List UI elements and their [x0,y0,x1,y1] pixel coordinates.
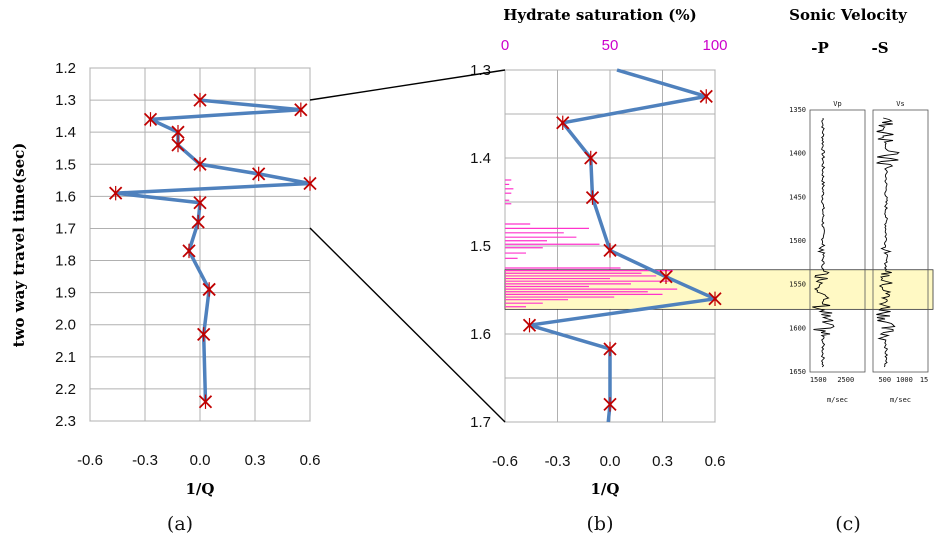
panel-a-marker [109,185,123,201]
panel-c-track-label: Vs [896,100,904,108]
panel-b-ytick: 1.6 [470,326,491,343]
panel-a-ytick: 1.8 [55,253,76,270]
panel-a-xtick: -0.3 [132,452,158,469]
panel-a-xtick: -0.6 [77,452,103,469]
panel-b-marker [584,150,598,166]
panel-a-marker [294,102,308,117]
panel-a-ytick: 1.6 [55,188,76,205]
panel-c-xtick: 1000 [896,376,913,384]
panel-c-ytick: 1450 [789,193,806,201]
panel-a-marker [197,327,211,342]
panel-b-marker [556,115,570,130]
panel-c-track-frame [872,109,929,373]
panel-c-title: Sonic Velocity [789,6,908,24]
panel-b-ytick: 1.4 [470,150,491,167]
panel-a-marker [303,176,317,191]
panel-b-marker [522,318,537,333]
connector-bottom [309,227,506,423]
panel-captions: (a) (b) (c) [167,513,861,535]
panel-c-ytick: 1550 [789,281,806,289]
panel-b-marker [585,190,600,205]
panel-a-marker [193,92,207,108]
panel-a-xtick: 0.6 [300,452,321,469]
panel-a-ytick: 1.2 [55,60,76,77]
panel-c-vs-trace [876,117,900,368]
panel-c-sonic-velocity: Sonic Velocity -P Vp 1500 2500 m/sec -S Vs 500 10… [789,6,929,404]
panel-b-xlabel: 1/Q [591,480,620,498]
panel-c-header: -S [871,39,888,57]
panel-c-track-label: Vp [833,100,841,108]
panel-a-marker [143,112,158,127]
panel-b-series-line [527,68,717,423]
panel-b-marker [603,243,617,258]
panel-c-xtick: 15 [920,376,928,384]
panel-b-xtick: -0.6 [492,453,518,470]
panel-a-ytick: 1.3 [55,92,76,109]
panel-a-ytick: 1.9 [55,285,76,302]
panel-c-xtick: 500 [878,376,891,384]
panel-b-saturation-tick: 50 [602,37,619,54]
panel-b-ytick: 1.5 [470,238,491,255]
panel-b-xtick: 0.6 [705,453,726,470]
panel-c-ytick: 1650 [789,368,806,376]
panel-b-xtick: 0.3 [652,453,673,470]
panel-c-vp-trace [812,117,835,368]
panel-a-marker [171,137,185,153]
panel-c-unit: m/sec [890,396,911,404]
panel-b-title: Hydrate saturation (%) [503,6,697,24]
caption-a: (a) [167,513,193,535]
caption-c: (c) [835,513,860,535]
panel-c-xtick: 1500 [810,376,827,384]
panel-a-ytick: 2.1 [55,349,76,366]
panel-c-ytick: 1350 [789,106,806,114]
panel-a-chart: -0.6 -0.3 0.0 0.3 0.6 1.2 1.3 1.4 1.5 1.6 1.7 1.8 1.… [10,60,320,498]
panel-b-chart: -0.6 -0.3 0.0 0.3 0.6 1.3 1.4 1.5 1.6 1.7 0 50 100 Hy… [470,6,934,498]
zoom-connector-lines [309,69,506,423]
connector-top [309,69,506,101]
panel-a-marker [252,166,266,182]
panel-c-xtick: 2500 [837,376,854,384]
caption-b: (b) [587,513,614,535]
panel-b-marker [699,89,713,104]
panel-b-marker [603,397,617,412]
panel-b-marker [659,269,673,284]
panel-c-ytick: 1600 [789,324,806,332]
panel-a-marker [171,124,185,140]
panel-a-ytick: 2.0 [55,317,76,334]
panel-b-saturation-tick: 100 [702,37,727,54]
panel-a-ytick: 1.7 [55,220,76,237]
panel-a-marker [198,394,213,409]
panel-a-marker [182,243,196,259]
panel-a-marker [191,214,205,230]
panel-c-track-frame [809,109,866,373]
panel-a-ytick: 1.5 [55,156,76,173]
panel-a-marker [193,157,207,172]
panel-c-ytick: 1400 [789,150,806,158]
panel-c-ytick: 1500 [789,237,806,245]
panel-a-ytick: 1.4 [55,124,76,141]
panel-a-ytick: 2.2 [55,381,76,398]
panel-b-marker [603,341,617,357]
panel-b-saturation-tick: 0 [501,37,509,54]
panel-a-marker [193,195,207,210]
panel-c-unit: m/sec [827,396,848,404]
panel-b-ytick: 1.7 [470,414,491,431]
panel-c-header: -P [811,39,829,57]
panel-b-xtick: -0.3 [545,453,571,470]
panel-b-ytick: 1.3 [470,62,491,79]
panel-a-xtick: 0.3 [245,452,266,469]
panel-a-xtick: 0.0 [190,452,211,469]
panel-a-ylabel: two way travel time(sec) [10,143,28,348]
panel-a-ytick: 2.3 [55,413,76,430]
panel-b-xtick: 0.0 [600,453,621,470]
panel-b-marker [708,291,722,306]
panel-a-marker [202,282,216,297]
panel-a-xlabel: 1/Q [186,480,215,498]
